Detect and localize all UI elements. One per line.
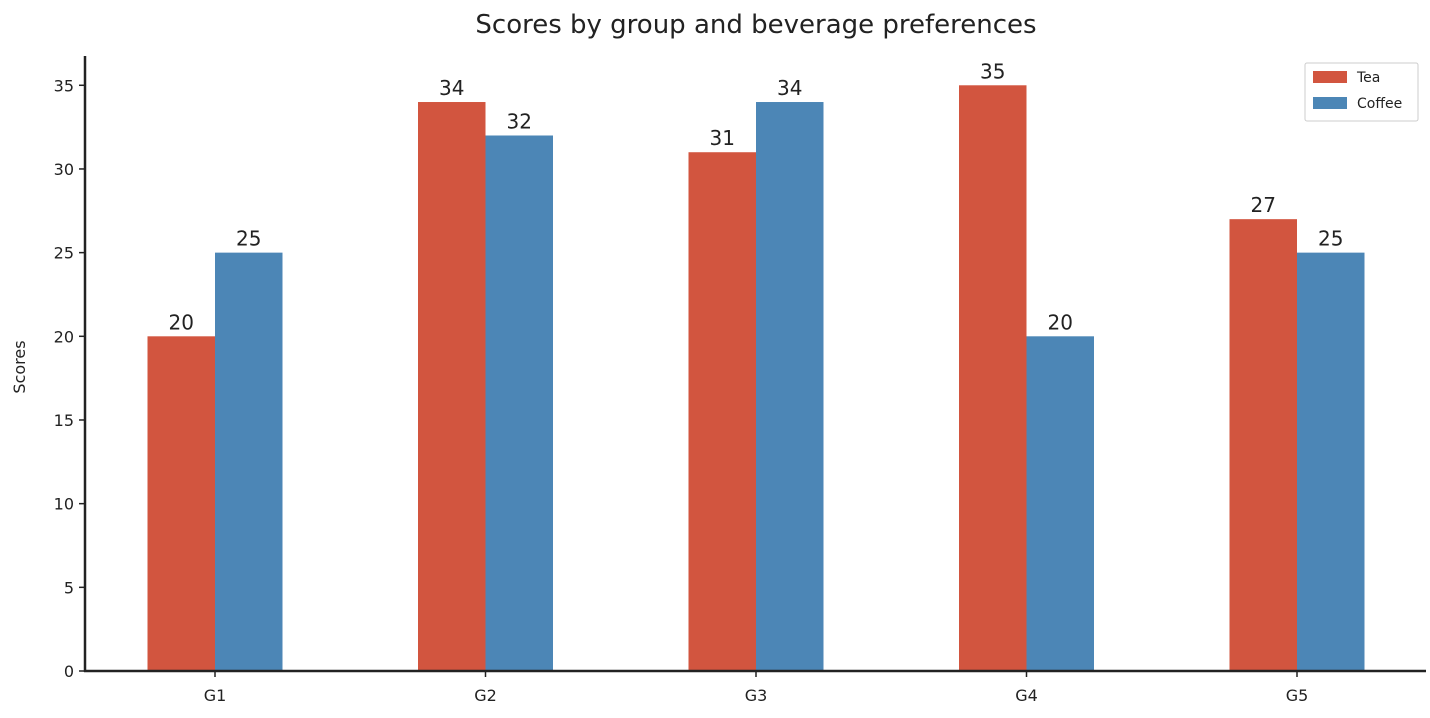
legend-swatch-coffee: [1313, 97, 1347, 109]
data-label-tea-g3: 31: [710, 126, 735, 150]
data-label-tea-g1: 20: [169, 310, 194, 334]
y-tick-label-5: 5: [64, 578, 74, 597]
y-tick-label-0: 0: [64, 662, 74, 681]
data-label-tea-g5: 27: [1251, 193, 1276, 217]
bar-tea-g3: [688, 152, 756, 671]
x-tick-label-g1: G1: [204, 686, 227, 705]
x-tick-label-g5: G5: [1286, 686, 1309, 705]
y-tick-label-10: 10: [54, 495, 74, 514]
y-tick-label-20: 20: [54, 327, 74, 346]
legend: Tea Coffee: [1304, 62, 1419, 122]
bar-coffee-g1: [215, 252, 283, 671]
y-tick-label-25: 25: [54, 244, 74, 263]
data-label-tea-g4: 35: [980, 59, 1005, 83]
bar-tea-g2: [418, 102, 486, 672]
bar-coffee-g3: [756, 102, 824, 672]
bar-coffee-g4: [1026, 336, 1094, 671]
bar-tea-g4: [959, 85, 1027, 672]
legend-label-coffee: Coffee: [1357, 96, 1402, 112]
y-tick-label-30: 30: [54, 160, 74, 179]
data-label-coffee-g5: 25: [1318, 227, 1343, 251]
y-axis-label: Scores: [10, 340, 29, 393]
data-label-coffee-g1: 25: [236, 227, 261, 251]
chart-title: Scores by group and beverage preferences: [475, 10, 1036, 40]
legend-label-tea: Tea: [1356, 70, 1380, 86]
y-tick-label-15: 15: [54, 411, 74, 430]
data-label-coffee-g3: 34: [777, 76, 802, 100]
legend-swatch-tea: [1313, 71, 1347, 83]
plot-area: 20 25 G1 34 32 G2 31 34 G3 35 20 G4 27 25 G5 0 5 10 15 20 25…: [54, 56, 1426, 705]
bar-tea-g5: [1229, 219, 1297, 671]
x-tick-label-g2: G2: [474, 686, 497, 705]
bar-coffee-g5: [1297, 252, 1365, 671]
x-tick-label-g4: G4: [1015, 686, 1038, 705]
data-label-tea-g2: 34: [439, 76, 464, 100]
data-label-coffee-g2: 32: [507, 109, 532, 133]
y-tick-label-35: 35: [54, 76, 74, 95]
bar-tea-g1: [147, 336, 215, 671]
bar-coffee-g2: [485, 135, 553, 671]
data-label-coffee-g4: 20: [1048, 310, 1073, 334]
x-tick-label-g3: G3: [745, 686, 768, 705]
